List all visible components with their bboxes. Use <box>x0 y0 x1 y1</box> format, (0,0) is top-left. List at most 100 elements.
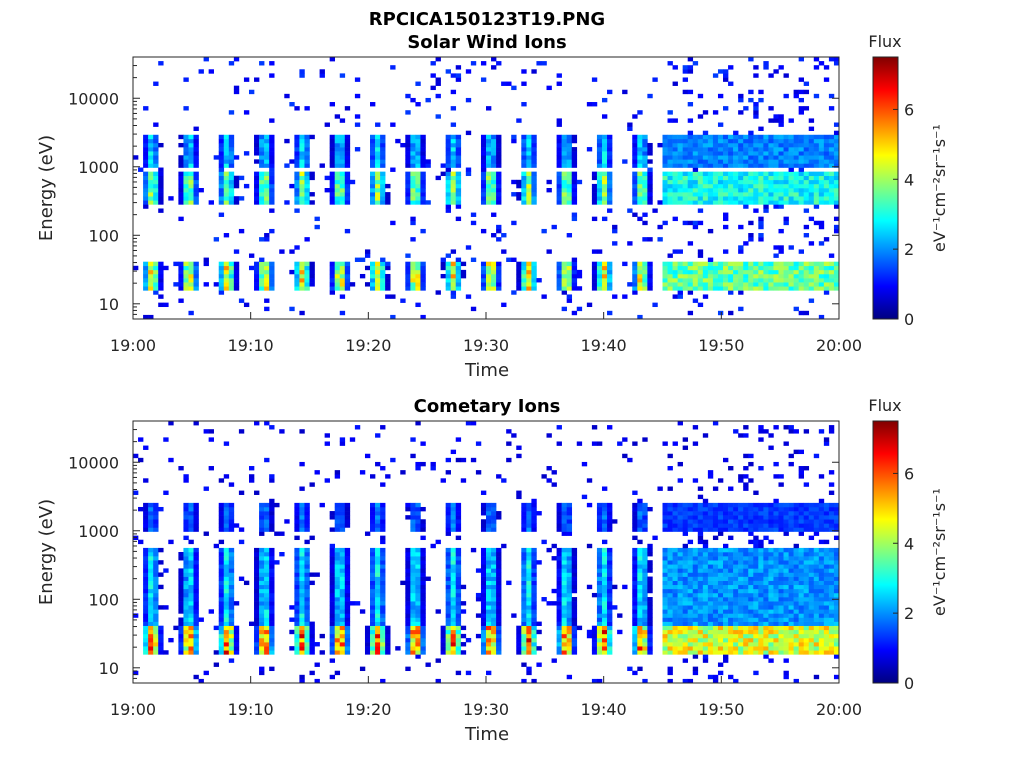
heatmap-cell <box>687 192 694 197</box>
heatmap-cell <box>329 155 336 160</box>
heatmap-cell <box>445 278 451 283</box>
heatmap-cell <box>329 269 336 275</box>
heatmap-cell <box>450 151 457 156</box>
heatmap-cell <box>178 629 184 635</box>
heatmap-cell <box>269 163 275 168</box>
heatmap-cell <box>450 171 457 177</box>
heatmap-cell <box>254 597 260 602</box>
heatmap-cell <box>486 556 492 561</box>
heatmap-cell <box>480 576 487 581</box>
heatmap-cell <box>415 183 421 189</box>
heatmap-cell <box>798 183 804 189</box>
heatmap-cell <box>480 490 487 495</box>
heatmap-cell <box>521 560 527 565</box>
heatmap-cell <box>556 646 562 651</box>
heatmap-cell <box>264 646 270 651</box>
heatmap-cell <box>228 265 235 271</box>
heatmap-cell <box>642 572 648 577</box>
heatmap-cell <box>218 650 225 655</box>
heatmap-cell <box>455 560 462 565</box>
heatmap-cell <box>697 192 704 197</box>
heatmap-cell <box>717 310 724 316</box>
heatmap-cell <box>460 650 467 655</box>
heatmap-cell <box>571 625 578 631</box>
heatmap-cell <box>334 527 341 532</box>
heatmap-cell <box>163 265 169 271</box>
heatmap-cell <box>647 646 653 651</box>
heatmap-cell <box>571 617 578 622</box>
heatmap-cell <box>828 163 835 168</box>
heatmap-cell <box>223 629 230 635</box>
heatmap-cell <box>375 461 381 467</box>
heatmap-cell <box>687 629 694 635</box>
heatmap-cell <box>647 237 653 242</box>
heatmap-cell <box>415 564 421 569</box>
heatmap-cell <box>496 597 502 602</box>
heatmap-cell <box>702 580 709 586</box>
heatmap-cell <box>415 81 421 86</box>
heatmap-cell <box>642 597 648 602</box>
heatmap-cell <box>667 147 673 152</box>
heatmap-cell <box>566 515 573 520</box>
heatmap-cell <box>833 175 840 181</box>
heatmap-cell <box>637 265 643 271</box>
heatmap-cell <box>259 179 265 185</box>
heatmap-cell <box>712 576 719 581</box>
heatmap-cell <box>622 453 628 459</box>
heatmap-cell <box>153 572 159 577</box>
heatmap-cell <box>294 175 300 181</box>
heatmap-cell <box>486 183 492 189</box>
heatmap-cell <box>591 102 598 107</box>
heatmap-cell <box>723 646 729 651</box>
heatmap-cell <box>717 629 724 635</box>
heatmap-cell <box>667 506 673 512</box>
heatmap-cell <box>607 179 613 185</box>
heatmap-cell <box>148 584 154 590</box>
heatmap-cell <box>662 633 668 639</box>
heatmap-cell <box>793 196 799 201</box>
heatmap-cell <box>223 192 230 197</box>
heatmap-cell <box>717 147 724 152</box>
heatmap-cell <box>158 61 164 66</box>
heatmap-cell <box>672 261 678 267</box>
heatmap-cell <box>228 580 235 586</box>
heatmap-cell <box>596 678 603 684</box>
heatmap-cell <box>299 188 305 193</box>
heatmap-cell <box>717 138 724 144</box>
heatmap-cell <box>304 261 310 267</box>
heatmap-cell <box>692 282 699 287</box>
heatmap-cell <box>773 196 779 201</box>
heatmap-cell <box>521 646 527 651</box>
heatmap-cell <box>531 151 537 156</box>
heatmap-cell <box>153 527 159 532</box>
heatmap-cell <box>183 601 189 606</box>
heatmap-cell <box>803 106 810 111</box>
heatmap-cell <box>743 286 749 291</box>
heatmap-cell <box>228 163 235 168</box>
heatmap-cell <box>637 605 643 610</box>
heatmap-cell <box>677 629 683 635</box>
heatmap-cell <box>697 171 704 177</box>
heatmap-cell <box>712 564 719 569</box>
heatmap-cell <box>380 633 386 639</box>
heatmap-cell <box>728 568 734 573</box>
heatmap-cell <box>723 527 729 532</box>
heatmap-cell <box>687 179 694 185</box>
heatmap-cell <box>607 650 613 655</box>
heatmap-cell <box>728 560 734 565</box>
heatmap-cell <box>637 159 643 164</box>
heatmap-cell <box>480 196 487 201</box>
heatmap-cell <box>783 273 789 279</box>
heatmap-cell <box>601 502 608 508</box>
heatmap-cell <box>571 151 578 156</box>
heatmap-cell <box>143 314 149 320</box>
heatmap-cell <box>329 138 336 144</box>
heatmap-cell <box>561 519 567 524</box>
heatmap-cell <box>607 261 613 267</box>
heatmap-cell <box>415 196 421 201</box>
heatmap-cell <box>571 580 578 586</box>
heatmap-cell <box>642 592 648 598</box>
heatmap-cell <box>455 592 462 598</box>
heatmap-cell <box>707 155 714 160</box>
